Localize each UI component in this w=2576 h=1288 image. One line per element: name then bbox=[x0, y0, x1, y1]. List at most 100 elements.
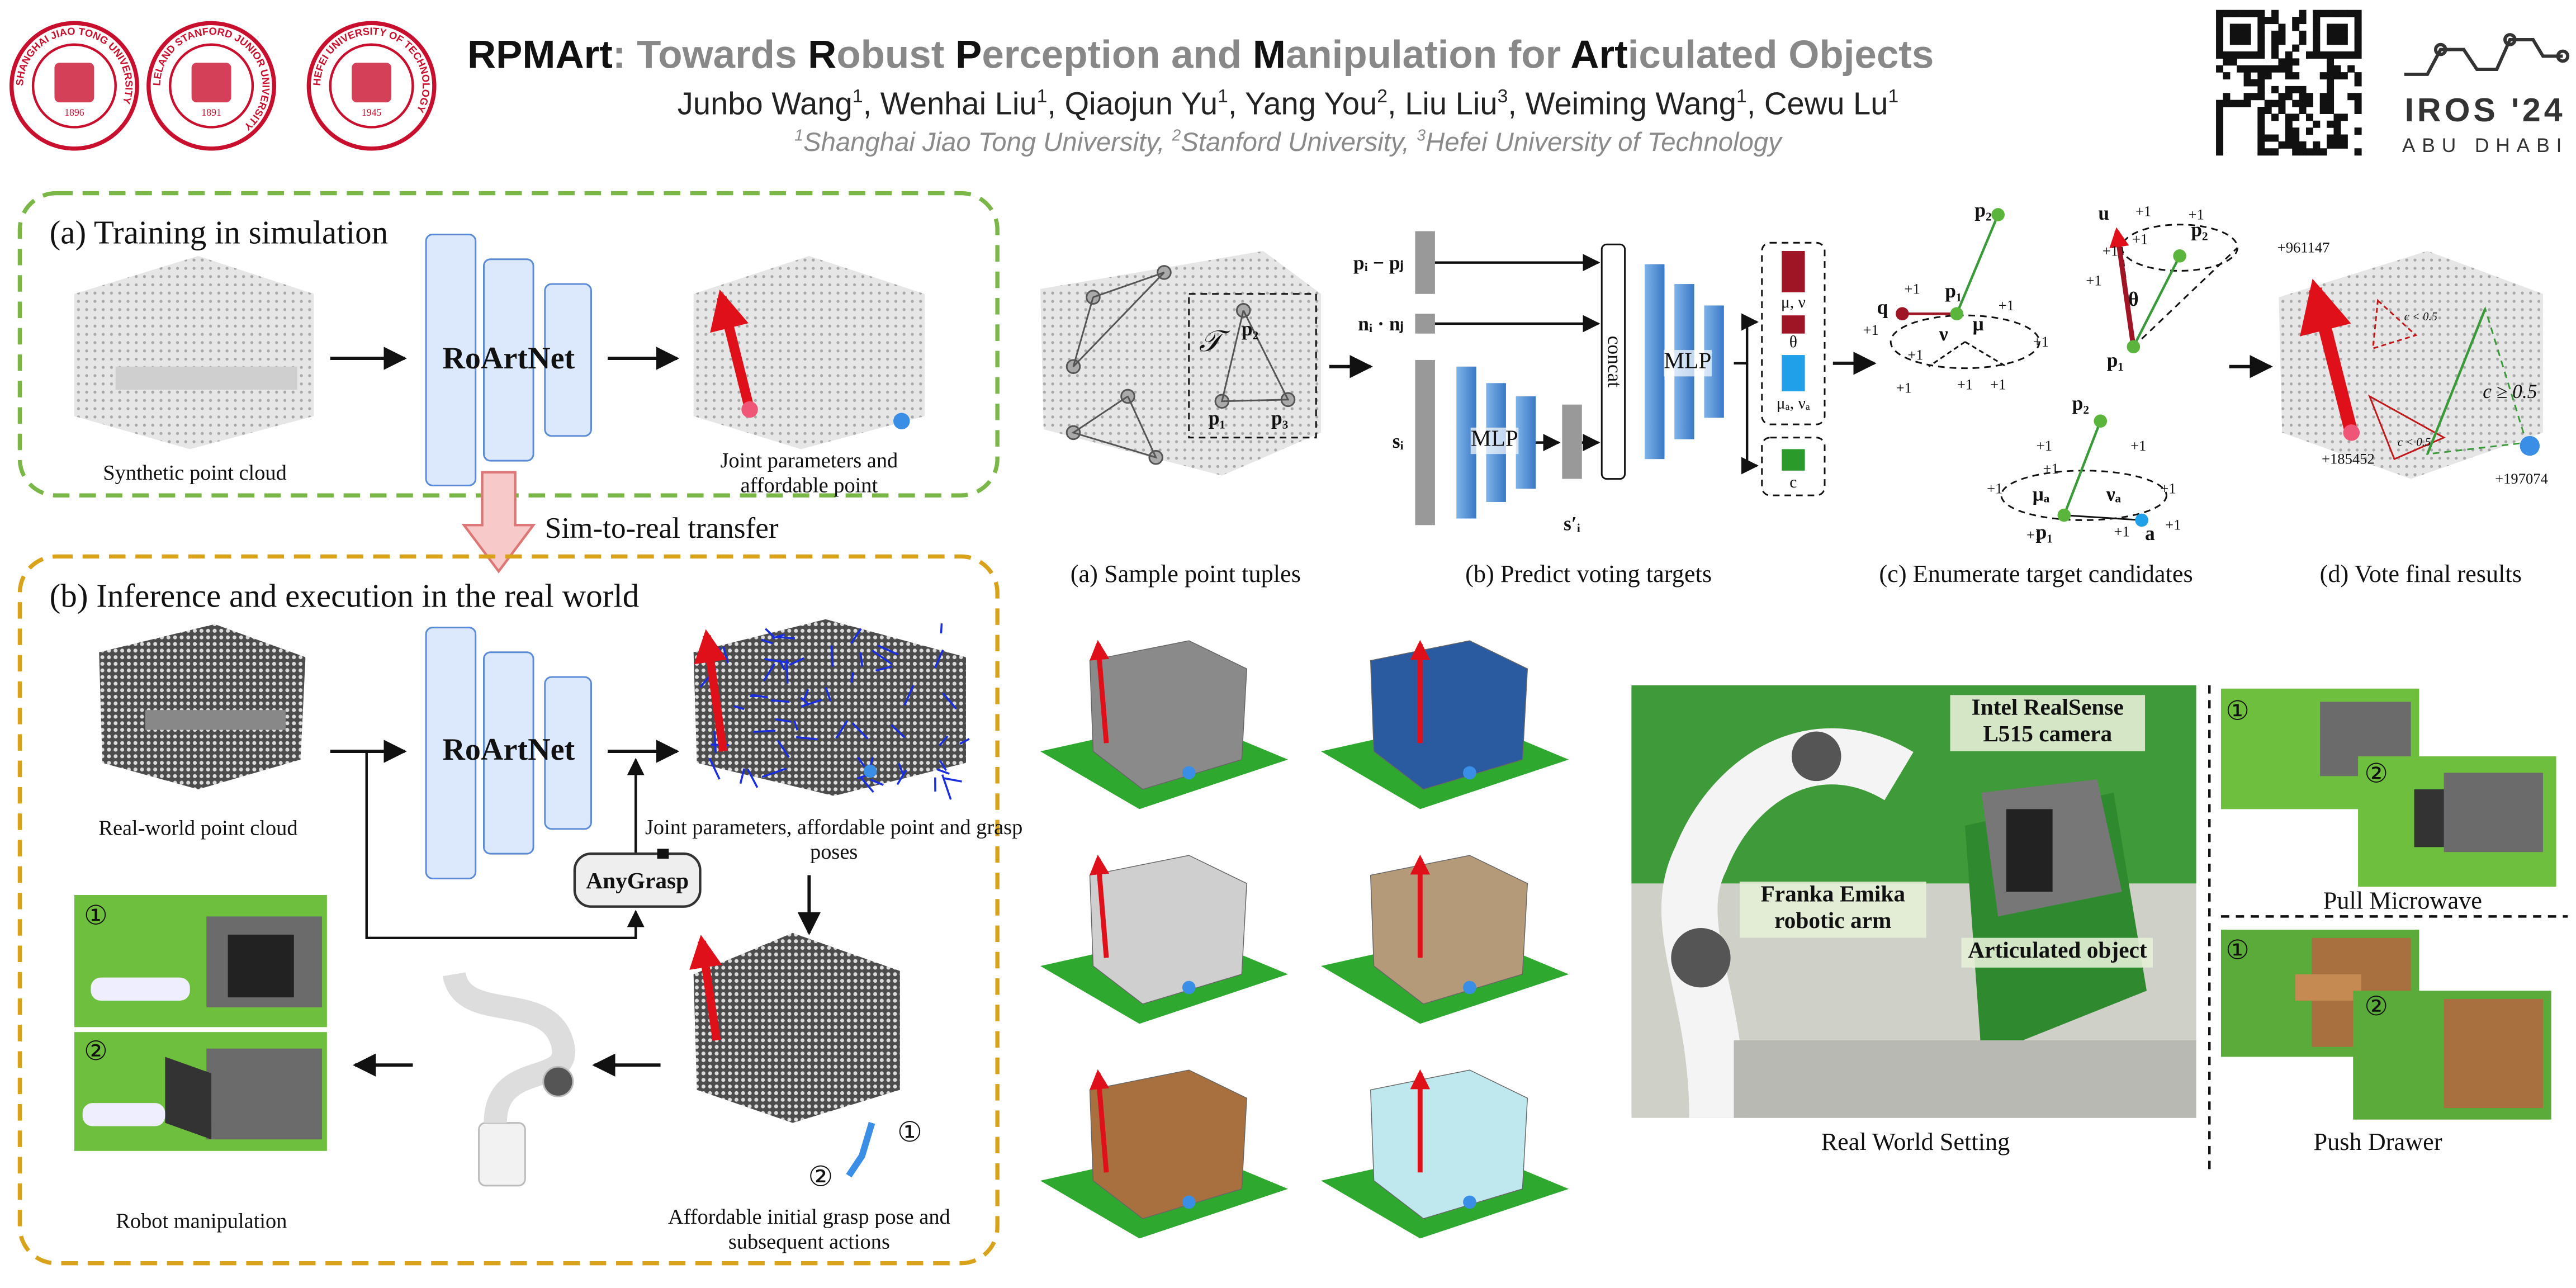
grasp-pose bbox=[870, 778, 884, 786]
step: ① bbox=[2225, 937, 2250, 966]
task-photos-part bbox=[2444, 999, 2543, 1109]
qr-cell bbox=[2292, 141, 2300, 149]
qr-cell bbox=[2250, 93, 2258, 101]
qr-cell bbox=[2243, 79, 2251, 87]
robot-arm-part bbox=[478, 1122, 526, 1187]
qr-cell bbox=[2271, 17, 2279, 25]
qr-cell bbox=[2243, 65, 2251, 73]
qr-cell bbox=[2285, 51, 2293, 59]
text-part: 3 bbox=[1417, 127, 1426, 146]
text-part: Cewu Lu bbox=[1764, 88, 1888, 123]
qr-cell bbox=[2327, 79, 2334, 87]
qr-cell bbox=[2229, 37, 2237, 45]
joint-arrow bbox=[1090, 1069, 1110, 1173]
conference-logo-part bbox=[2503, 33, 2517, 46]
vote: +1 bbox=[2033, 333, 2049, 350]
qr-cell bbox=[2354, 72, 2362, 80]
qr-cell bbox=[2285, 86, 2293, 93]
vote: +1 bbox=[2165, 517, 2181, 533]
qr-cell bbox=[2285, 65, 2293, 73]
text-part: 2 bbox=[1377, 87, 1388, 107]
text-part: Yang You bbox=[1245, 88, 1377, 123]
qr-cell bbox=[2327, 107, 2334, 114]
affordable-point bbox=[1182, 766, 1196, 780]
inference-panel-part bbox=[699, 623, 970, 800]
network-diagram-part bbox=[1600, 243, 1626, 480]
qr-cell bbox=[2285, 72, 2293, 80]
grasp-pose bbox=[877, 644, 899, 656]
network-diagram-part bbox=[1782, 355, 1805, 392]
qr-cell bbox=[2271, 65, 2279, 73]
qr-cell bbox=[2340, 10, 2348, 17]
qr-cell bbox=[2285, 58, 2293, 66]
grasp-pose bbox=[850, 628, 862, 644]
qr-cell bbox=[2216, 134, 2224, 142]
qr-cell bbox=[2216, 148, 2224, 156]
qr-cell bbox=[2327, 37, 2334, 45]
qr-cell bbox=[2333, 37, 2341, 45]
inference-panel-part bbox=[863, 764, 877, 778]
math-label: μₐ, νₐ bbox=[1776, 395, 1810, 414]
qr-cell bbox=[2313, 51, 2321, 59]
inference-panel-part bbox=[573, 852, 702, 908]
qr-cell bbox=[2333, 127, 2341, 135]
qr-cell bbox=[2340, 37, 2348, 45]
candidate-diagram-part bbox=[2064, 514, 2142, 521]
qr-cell bbox=[2313, 23, 2321, 31]
grasp-pose bbox=[936, 768, 950, 775]
math-label: c < 0.5 bbox=[2397, 435, 2431, 449]
qr-cell bbox=[2285, 141, 2293, 149]
qr-cell bbox=[2237, 30, 2244, 38]
grasp-pose bbox=[835, 720, 849, 739]
text-part: Hefei University of Technology bbox=[1426, 129, 1782, 158]
step: ① bbox=[897, 1116, 923, 1148]
qr-cell bbox=[2271, 37, 2279, 45]
qr-cell bbox=[2313, 10, 2321, 17]
math-label: c bbox=[1789, 474, 1797, 493]
text-part: Art bbox=[1570, 33, 1628, 78]
robot-photo bbox=[74, 894, 327, 1151]
caption: Joint parameters, affordable point and g… bbox=[645, 814, 1023, 864]
qr-cell bbox=[2299, 10, 2307, 17]
logo-emblem bbox=[54, 63, 94, 103]
vote-diagram-part bbox=[2343, 424, 2360, 441]
step: ② bbox=[808, 1161, 834, 1193]
qr-cell bbox=[2347, 65, 2355, 73]
caption: Pull Microwave bbox=[2323, 889, 2482, 916]
qr-cell bbox=[2340, 141, 2348, 149]
qr-cell bbox=[2216, 120, 2224, 128]
caption: (c) Enumerate target candidates bbox=[1879, 562, 2193, 589]
qr-cell bbox=[2333, 51, 2341, 59]
text-part: , bbox=[1047, 88, 1056, 123]
qr-cell bbox=[2250, 10, 2258, 17]
qr-cell bbox=[2278, 100, 2286, 107]
robot-arm bbox=[442, 971, 575, 1187]
vote: +1 bbox=[2188, 206, 2204, 223]
qr-cell bbox=[2340, 72, 2348, 80]
grasp-pose bbox=[898, 763, 905, 775]
candidate-diagram-part bbox=[2094, 414, 2108, 428]
qr-cell bbox=[2278, 107, 2286, 114]
qr-cell bbox=[2327, 120, 2334, 128]
qr-cell bbox=[2229, 10, 2237, 17]
math-label: pᵢ − pⱼ bbox=[1353, 251, 1404, 274]
candidate-diagram-part bbox=[2133, 247, 2238, 348]
photo-label: Articulated object bbox=[1961, 937, 2154, 968]
text-part: : Towards bbox=[612, 33, 808, 78]
qr-cell bbox=[2243, 72, 2251, 80]
training-panel-part bbox=[544, 283, 592, 437]
qr-cell bbox=[2257, 127, 2265, 135]
logo-year: 1945 bbox=[362, 107, 382, 118]
training-panel-part bbox=[893, 413, 910, 429]
qr-cell bbox=[2340, 30, 2348, 38]
candidate-diagram-part bbox=[2109, 227, 2136, 347]
affordable-point bbox=[1463, 981, 1476, 995]
logo-emblem bbox=[352, 63, 392, 103]
caption: (a) Sample point tuples bbox=[1070, 562, 1301, 589]
qr-cell bbox=[2340, 113, 2348, 121]
object bbox=[1089, 1069, 1247, 1219]
qr-cell bbox=[2327, 58, 2334, 66]
qr-cell bbox=[2347, 10, 2355, 17]
vote: +197074 bbox=[2495, 470, 2548, 487]
qr-cell bbox=[2327, 72, 2334, 80]
